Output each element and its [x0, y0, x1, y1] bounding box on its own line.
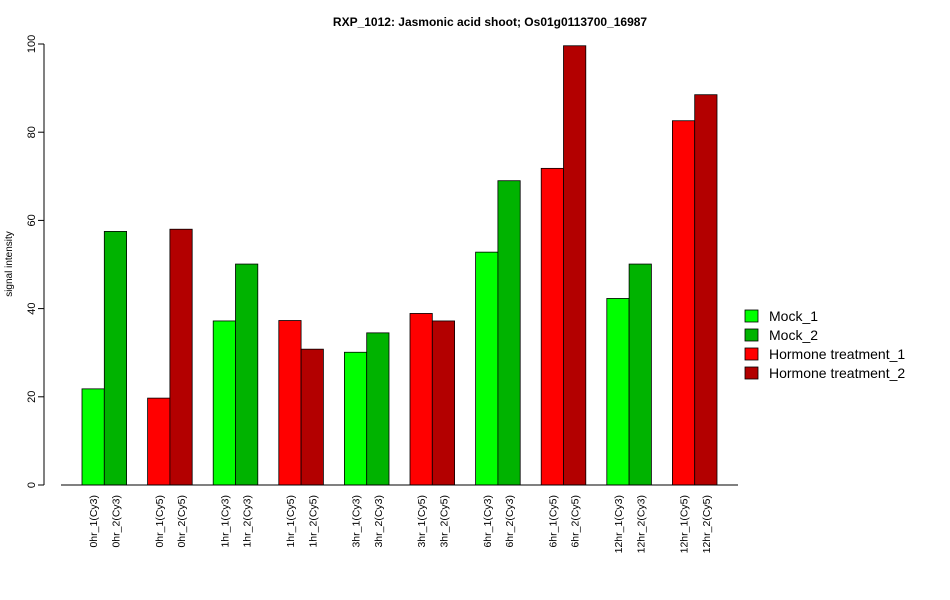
bar-6hr_2(Cy3) — [497, 180, 521, 486]
plot-area — [81, 45, 718, 486]
bar-1hr_2(Cy5) — [300, 348, 324, 486]
legend-swatch — [744, 328, 759, 342]
legend-swatch — [744, 309, 759, 323]
bar-12hr_2(Cy5) — [694, 94, 718, 486]
x-tick-label: 6hr_2(Cy3) — [504, 495, 516, 548]
x-tick-label: 1hr_1(Cy3) — [219, 495, 231, 548]
x-tick-label: 0hr_2(Cy5) — [176, 495, 188, 548]
x-axis: 0hr_1(Cy3) 0hr_2(Cy3) 0hr_1(Cy5) 0hr_2(Cy5)… — [61, 484, 738, 553]
x-tick-label: 12hr_2(Cy3) — [635, 495, 647, 553]
x-tick-label: 6hr_2(Cy5) — [570, 495, 582, 548]
bar-12hr_2(Cy3) — [628, 263, 652, 486]
legend-label: Mock_1 — [769, 308, 818, 324]
x-tick-label: 3hr_1(Cy3) — [351, 495, 363, 548]
legend: Mock_1 Mock_2 Hormone treatment_1 Hormone t… — [744, 308, 905, 381]
y-axis-label: signal intensity — [4, 231, 15, 297]
y-tick-label: 40 — [26, 302, 38, 314]
legend-label: Hormone treatment_2 — [769, 365, 905, 381]
legend-label: Hormone treatment_1 — [769, 346, 905, 362]
bar-3hr_1(Cy5) — [409, 313, 433, 486]
bar-0hr_2(Cy5) — [169, 228, 193, 486]
bar-1hr_1(Cy5) — [278, 320, 302, 486]
x-tick-label: 0hr_1(Cy5) — [154, 495, 166, 548]
x-tick-label: 3hr_2(Cy3) — [373, 495, 385, 548]
bar-1hr_1(Cy3) — [212, 320, 236, 486]
bar-6hr_1(Cy5) — [540, 167, 564, 486]
x-tick-label: 3hr_2(Cy5) — [438, 495, 450, 548]
x-tick-label: 1hr_2(Cy3) — [242, 495, 254, 548]
y-axis: 0 20 40 60 80 100 — [26, 35, 45, 488]
bar-6hr_1(Cy3) — [475, 251, 499, 486]
x-tick-label: 12hr_1(Cy3) — [613, 495, 625, 553]
x-tick-label: 0hr_1(Cy3) — [88, 495, 100, 548]
y-tick-label: 0 — [26, 482, 38, 488]
bar-3hr_1(Cy3) — [343, 351, 368, 486]
x-tick-label: 3hr_1(Cy5) — [416, 495, 428, 548]
x-tick-label: 0hr_2(Cy3) — [110, 495, 122, 548]
bar-3hr_2(Cy3) — [366, 332, 390, 486]
x-tick-label: 6hr_1(Cy5) — [547, 495, 559, 548]
bar-0hr_2(Cy3) — [103, 231, 128, 486]
y-tick-label: 80 — [26, 126, 38, 138]
legend-swatch — [744, 347, 759, 361]
bar-0hr_1(Cy3) — [81, 388, 105, 486]
x-tick-label: 1hr_1(Cy5) — [285, 495, 297, 548]
chart-title: RXP_1012: Jasmonic acid shoot; Os01g0113… — [333, 15, 648, 29]
y-tick-label: 60 — [26, 214, 38, 226]
bar-0hr_1(Cy5) — [147, 397, 171, 486]
legend-swatch — [744, 366, 759, 380]
y-tick-label: 100 — [26, 35, 38, 53]
legend-label: Mock_2 — [769, 327, 818, 343]
bar-6hr_2(Cy5) — [563, 45, 587, 486]
bar-12hr_1(Cy3) — [606, 298, 630, 486]
x-tick-label: 6hr_1(Cy3) — [482, 495, 494, 548]
x-tick-label: 12hr_2(Cy5) — [701, 495, 713, 553]
bar-12hr_1(Cy5) — [672, 120, 696, 486]
y-tick-label: 20 — [26, 391, 38, 403]
bar-3hr_2(Cy5) — [431, 320, 455, 486]
bar-1hr_2(Cy3) — [235, 263, 259, 486]
x-tick-label: 1hr_2(Cy5) — [307, 495, 319, 548]
x-tick-label: 12hr_1(Cy5) — [679, 495, 691, 553]
